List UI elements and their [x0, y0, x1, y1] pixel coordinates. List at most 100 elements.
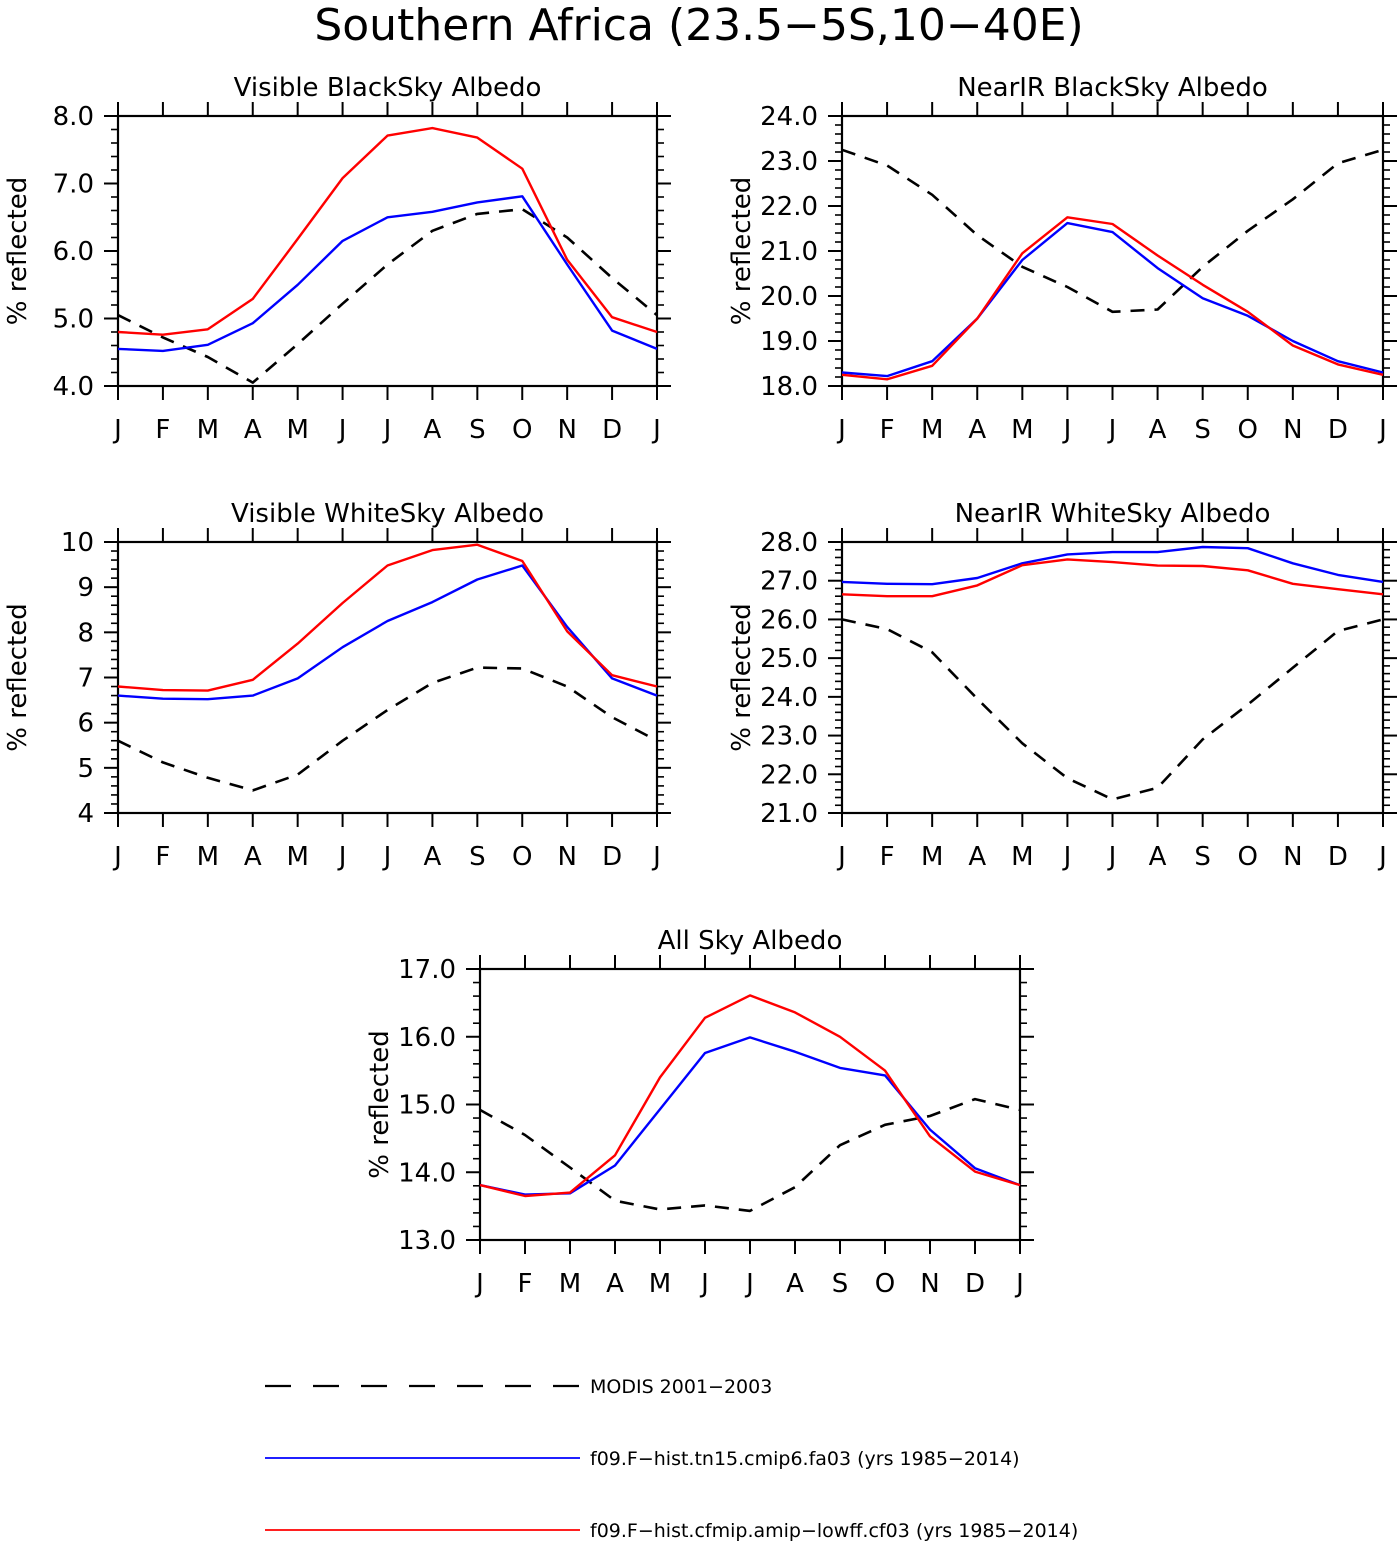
y-tick-label: 6	[77, 709, 94, 739]
series-line-2	[479, 1036, 1021, 1196]
plot-frame	[478, 967, 1022, 1242]
legend-label-1: MODIS 2001−2003	[590, 1376, 772, 1398]
y-tick-label: 26.0	[760, 605, 818, 635]
y-axis-label: % reflected	[3, 177, 33, 325]
x-tick-label: N	[1283, 842, 1302, 872]
x-tick-label: O	[1238, 842, 1258, 872]
y-axis-label: % reflected	[3, 603, 33, 751]
series-line-2	[117, 195, 658, 353]
plot-frame	[840, 540, 1385, 815]
x-tick-label: J	[337, 415, 347, 445]
series-line-3	[479, 994, 1021, 1198]
x-tick-label: A	[968, 842, 986, 872]
x-tick-label: F	[155, 415, 170, 445]
series-line-3	[841, 558, 1384, 598]
x-tick-label: A	[1149, 415, 1167, 445]
x-tick-label: A	[1149, 842, 1167, 872]
y-tick-label: 24.0	[760, 683, 818, 713]
x-tick-label: A	[424, 842, 442, 872]
y-tick-label: 20.0	[760, 282, 818, 312]
figure-title: Southern Africa (23.5−5S,10−40E)	[314, 0, 1083, 51]
y-tick-label: 10	[61, 528, 94, 558]
x-tick-label: J	[1014, 1269, 1024, 1299]
x-tick-label: F	[880, 842, 895, 872]
y-tick-label: 27.0	[760, 567, 818, 597]
x-tick-label: J	[651, 842, 661, 872]
y-tick-label: 17.0	[398, 955, 456, 985]
x-tick-label: M	[286, 842, 308, 872]
y-axis-label: % reflected	[727, 603, 757, 751]
x-tick-label: S	[469, 842, 486, 872]
x-tick-label: S	[1194, 842, 1211, 872]
x-tick-label: A	[968, 415, 986, 445]
x-tick-label: J	[1107, 415, 1117, 445]
series-line-2	[841, 221, 1384, 378]
y-tick-label: 8	[77, 618, 94, 648]
panel-title: Visible WhiteSky Albedo	[231, 499, 544, 529]
plot-frame	[116, 540, 659, 815]
y-tick-label: 13.0	[398, 1226, 456, 1256]
x-tick-label: S	[469, 415, 486, 445]
series-line-1	[479, 1097, 1021, 1213]
y-tick-label: 5.0	[53, 305, 94, 335]
x-tick-label: S	[1194, 415, 1211, 445]
y-tick-label: 22.0	[760, 760, 818, 790]
series-line-2	[841, 545, 1384, 586]
y-tick-label: 16.0	[398, 1023, 456, 1053]
series-line-3	[841, 216, 1384, 381]
x-tick-label: M	[1011, 842, 1033, 872]
y-tick-label: 21.0	[760, 237, 818, 267]
x-tick-label: J	[1062, 842, 1072, 872]
y-axis-label: % reflected	[365, 1030, 395, 1178]
x-tick-label: N	[557, 842, 576, 872]
series-line-1	[841, 148, 1384, 314]
x-tick-label: F	[518, 1269, 533, 1299]
x-tick-label: S	[832, 1269, 849, 1299]
y-tick-label: 5	[77, 754, 94, 784]
series-line-3	[117, 126, 658, 336]
legend: MODIS 2001−2003 f09.F−hist.tn15.cmip6.fa0…	[265, 1376, 1078, 1542]
x-tick-label: M	[286, 415, 308, 445]
legend-label-2: f09.F−hist.tn15.cmip6.fa03 (yrs 1985−201…	[590, 1448, 1020, 1470]
y-tick-label: 15.0	[398, 1091, 456, 1121]
y-tick-label: 6.0	[53, 237, 94, 267]
x-tick-label: O	[875, 1269, 895, 1299]
x-tick-label: M	[921, 415, 943, 445]
panel-title: Visible BlackSky Albedo	[234, 73, 542, 103]
x-tick-label: M	[1011, 415, 1033, 445]
x-tick-label: J	[1107, 842, 1117, 872]
legend-label-3: f09.F−hist.cfmip.amip−lowff.cf03 (yrs 19…	[590, 1520, 1078, 1542]
x-tick-label: J	[1062, 415, 1072, 445]
x-tick-label: J	[474, 1269, 484, 1299]
series-line-3	[117, 543, 658, 692]
y-tick-label: 28.0	[760, 528, 818, 558]
x-tick-label: F	[155, 842, 170, 872]
x-tick-label: O	[512, 842, 532, 872]
y-tick-label: 18.0	[760, 372, 818, 402]
y-tick-label: 14.0	[398, 1158, 456, 1188]
y-tick-label: 23.0	[760, 147, 818, 177]
y-tick-label: 22.0	[760, 192, 818, 222]
y-axis-label: % reflected	[727, 177, 757, 325]
x-tick-label: A	[606, 1269, 624, 1299]
y-tick-label: 19.0	[760, 327, 818, 357]
x-tick-label: M	[649, 1269, 671, 1299]
x-tick-label: N	[557, 415, 576, 445]
y-tick-label: 24.0	[760, 102, 818, 132]
x-tick-label: M	[559, 1269, 581, 1299]
x-tick-label: F	[880, 415, 895, 445]
y-tick-label: 21.0	[760, 799, 818, 829]
y-tick-label: 8.0	[53, 102, 94, 132]
x-tick-label: M	[921, 842, 943, 872]
x-tick-label: A	[424, 415, 442, 445]
x-tick-label: D	[1328, 415, 1348, 445]
panel-title: NearIR WhiteSky Albedo	[955, 499, 1271, 529]
x-tick-label: J	[836, 415, 846, 445]
x-tick-label: A	[244, 415, 262, 445]
